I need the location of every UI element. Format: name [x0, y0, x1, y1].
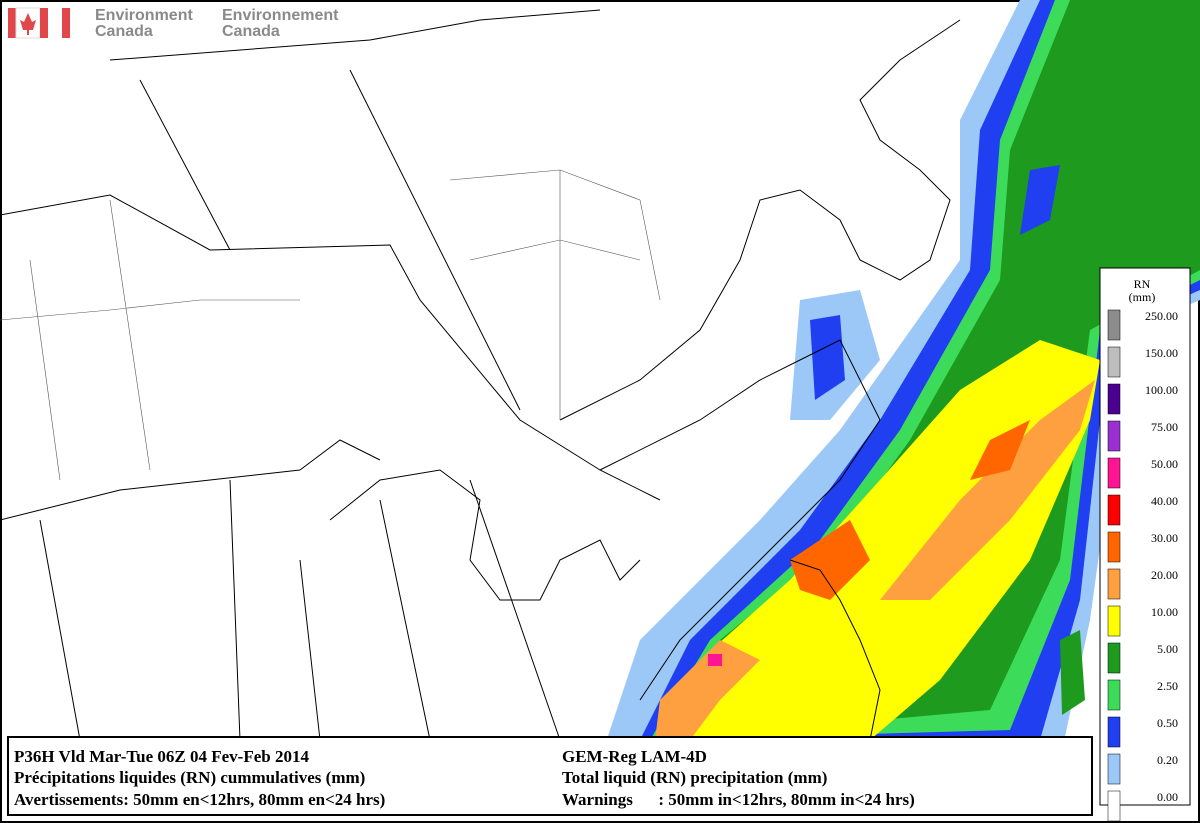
legend-label: 0.00 [1157, 790, 1178, 804]
legend-label: 250.00 [1145, 309, 1178, 323]
legend-label: 50.00 [1151, 457, 1178, 471]
geography [0, 9, 961, 741]
caption-line: Total liquid (RN) precipitation (mm) [562, 768, 827, 787]
legend-swatch [1107, 420, 1121, 452]
legend-label: 30.00 [1151, 531, 1178, 545]
legend-swatch [1107, 346, 1121, 378]
agency-name: Environment [95, 7, 193, 24]
caption-line: Précipitations liquides (RN) cummulative… [14, 768, 365, 787]
agency-name: Canada [222, 23, 280, 40]
legend-title: (mm) [1129, 290, 1156, 304]
legend-label: 0.50 [1157, 716, 1178, 730]
legend-swatch [1107, 679, 1121, 711]
legend-swatch [1107, 457, 1121, 489]
agency-name: Environnement [222, 7, 339, 24]
legend-label: 150.00 [1145, 346, 1178, 360]
agency-name: Canada [95, 23, 153, 40]
legend-swatch [1107, 383, 1121, 415]
legend-swatch [1107, 309, 1121, 341]
legend-swatch [1107, 790, 1121, 822]
caption: P36H Vld Mar-Tue 06Z 04 Fev-Feb 2014 Pré… [7, 736, 1093, 816]
legend-label: 20.00 [1151, 568, 1178, 582]
legend-label: 40.00 [1151, 494, 1178, 508]
legend-label: 75.00 [1151, 420, 1178, 434]
legend-label: 0.20 [1157, 753, 1178, 767]
legend-swatch [1107, 753, 1121, 785]
caption-line: P36H Vld Mar-Tue 06Z 04 Fev-Feb 2014 [14, 747, 309, 766]
logo: Environment Canada Environnement Canada [8, 7, 339, 40]
legend-swatch [1107, 642, 1121, 674]
legend: RN (mm) 250.00 150.00 100.00 75.00 50.00 40.0… [1099, 267, 1191, 822]
legend-label: 100.00 [1145, 383, 1178, 397]
caption-line: Avertissements: 50mm en<12hrs, 80mm en<2… [14, 790, 385, 809]
legend-label: 2.50 [1157, 679, 1178, 693]
legend-swatch [1107, 568, 1121, 600]
legend-label: 10.00 [1151, 605, 1178, 619]
legend-swatch [1107, 605, 1121, 637]
legend-label: 5.00 [1157, 642, 1178, 656]
legend-swatch [1107, 494, 1121, 526]
legend-swatch [1107, 716, 1121, 748]
caption-line: GEM-Reg LAM-4D [562, 747, 707, 766]
caption-line: Warnings : 50mm in<12hrs, 80mm in<24 hrs… [562, 790, 915, 809]
legend-title: RN [1134, 277, 1151, 291]
legend-swatch [1107, 531, 1121, 563]
